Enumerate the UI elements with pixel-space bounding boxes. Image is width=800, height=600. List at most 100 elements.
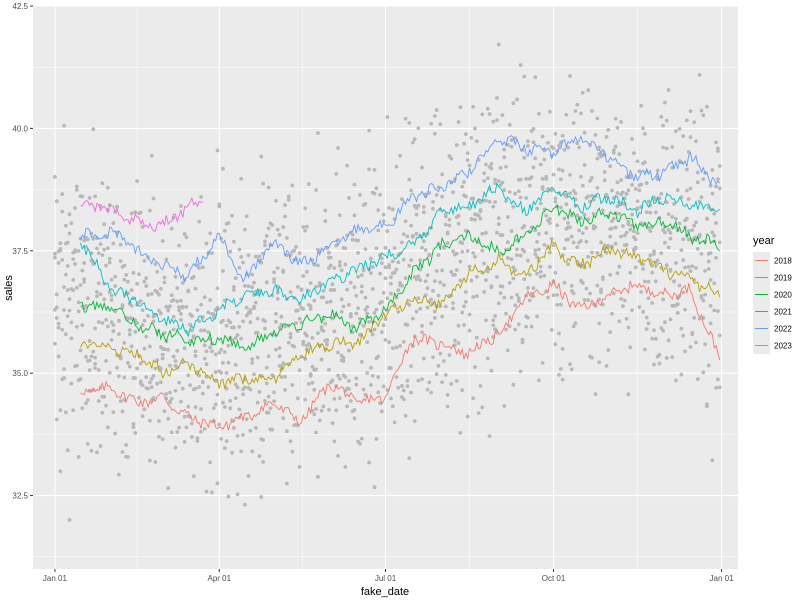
scatter-point <box>263 243 267 248</box>
scatter-point <box>628 345 633 350</box>
scatter-point <box>509 257 514 261</box>
scatter-point <box>237 247 242 252</box>
scatter-point <box>65 448 70 453</box>
scatter-point <box>714 385 718 390</box>
scatter-point <box>177 380 182 385</box>
scatter-point <box>232 325 236 330</box>
scatter-point <box>270 373 275 378</box>
scatter-point <box>394 164 399 169</box>
scatter-point <box>547 264 552 269</box>
scatter-point <box>644 210 649 215</box>
scatter-point <box>336 453 340 458</box>
scatter-point <box>409 223 413 228</box>
scatter-point <box>701 177 706 181</box>
series-lines <box>80 134 721 431</box>
scatter-point <box>516 189 521 194</box>
scatter-point <box>442 359 446 363</box>
scatter-point <box>158 286 163 291</box>
scatter-point <box>253 300 258 305</box>
scatter-point <box>686 264 691 269</box>
scatter-point <box>392 270 397 275</box>
scatter-point <box>266 226 271 231</box>
scatter-point <box>500 284 505 289</box>
scatter-point <box>626 392 631 397</box>
scatter-point <box>586 88 591 93</box>
scatter-point <box>546 140 550 145</box>
scatter-point <box>664 146 669 151</box>
scatter-point <box>679 326 684 331</box>
scatter-point <box>624 316 629 321</box>
scatter-point <box>473 365 477 369</box>
scatter-point <box>367 319 371 324</box>
scatter-point <box>547 221 552 226</box>
scatter-point <box>305 224 309 229</box>
scatter-point <box>347 348 351 353</box>
scatter-point <box>469 278 474 283</box>
scatter-point <box>153 262 158 266</box>
scatter-point <box>274 198 278 203</box>
scatter-point <box>301 339 306 344</box>
scatter-point <box>374 186 379 191</box>
scatter-point <box>297 316 302 321</box>
scatter-point <box>522 224 527 228</box>
scatter-point <box>416 296 421 301</box>
scatter-point <box>84 355 88 359</box>
scatter-point <box>263 319 267 324</box>
scatter-point <box>421 210 426 215</box>
scatter-point <box>573 109 578 113</box>
scatter-point <box>164 391 169 396</box>
scatter-point <box>133 210 138 214</box>
scatter-point <box>301 342 306 347</box>
scatter-point <box>126 361 130 365</box>
scatter-point <box>308 307 313 311</box>
scatter-point <box>389 291 393 296</box>
scatter-point <box>120 409 125 414</box>
scatter-point <box>367 167 371 172</box>
scatter-point <box>418 258 423 263</box>
scatter-point <box>414 309 419 314</box>
scatter-point <box>222 350 227 354</box>
scatter-point <box>237 265 242 270</box>
scatter-point <box>62 123 66 128</box>
scatter-point <box>454 143 459 147</box>
series-line-2023 <box>80 196 203 232</box>
scatter-point <box>626 222 631 227</box>
scatter-point <box>460 241 465 246</box>
scatter-point <box>403 116 408 121</box>
scatter-point <box>703 268 708 273</box>
scatter-point <box>582 163 587 167</box>
scatter-point <box>575 245 580 250</box>
scatter-point <box>387 263 392 267</box>
scatter-point <box>275 296 280 301</box>
scatter-point <box>281 416 286 421</box>
scatter-point <box>279 314 284 319</box>
scatter-point <box>153 460 158 464</box>
scatter-point <box>308 304 313 308</box>
scatter-point <box>232 288 236 292</box>
scatter-point <box>67 517 72 522</box>
scatter-point <box>73 262 77 266</box>
scatter-point <box>252 280 256 285</box>
scatter-point <box>438 280 443 285</box>
scatter-point <box>400 240 404 245</box>
legend-label: 2022 <box>774 325 792 334</box>
scatter-point <box>644 327 649 331</box>
scatter-point <box>412 137 417 142</box>
scatter-point <box>67 212 72 217</box>
scatter-point <box>326 250 331 255</box>
scatter-point <box>546 295 550 300</box>
scatter-point <box>179 399 183 404</box>
scatter-point <box>652 249 656 254</box>
scatter-point <box>522 74 527 79</box>
scatter-point <box>314 188 318 192</box>
scatter-point <box>294 321 298 325</box>
scatter-point <box>642 347 647 352</box>
scatter-point <box>558 205 563 210</box>
scatter-point <box>275 290 280 295</box>
scatter-point <box>153 366 158 371</box>
scatter-point <box>703 292 708 297</box>
scatter-point <box>257 390 262 394</box>
scatter-point <box>87 358 92 363</box>
scatter-point <box>560 168 565 173</box>
scatter-point <box>400 283 404 288</box>
